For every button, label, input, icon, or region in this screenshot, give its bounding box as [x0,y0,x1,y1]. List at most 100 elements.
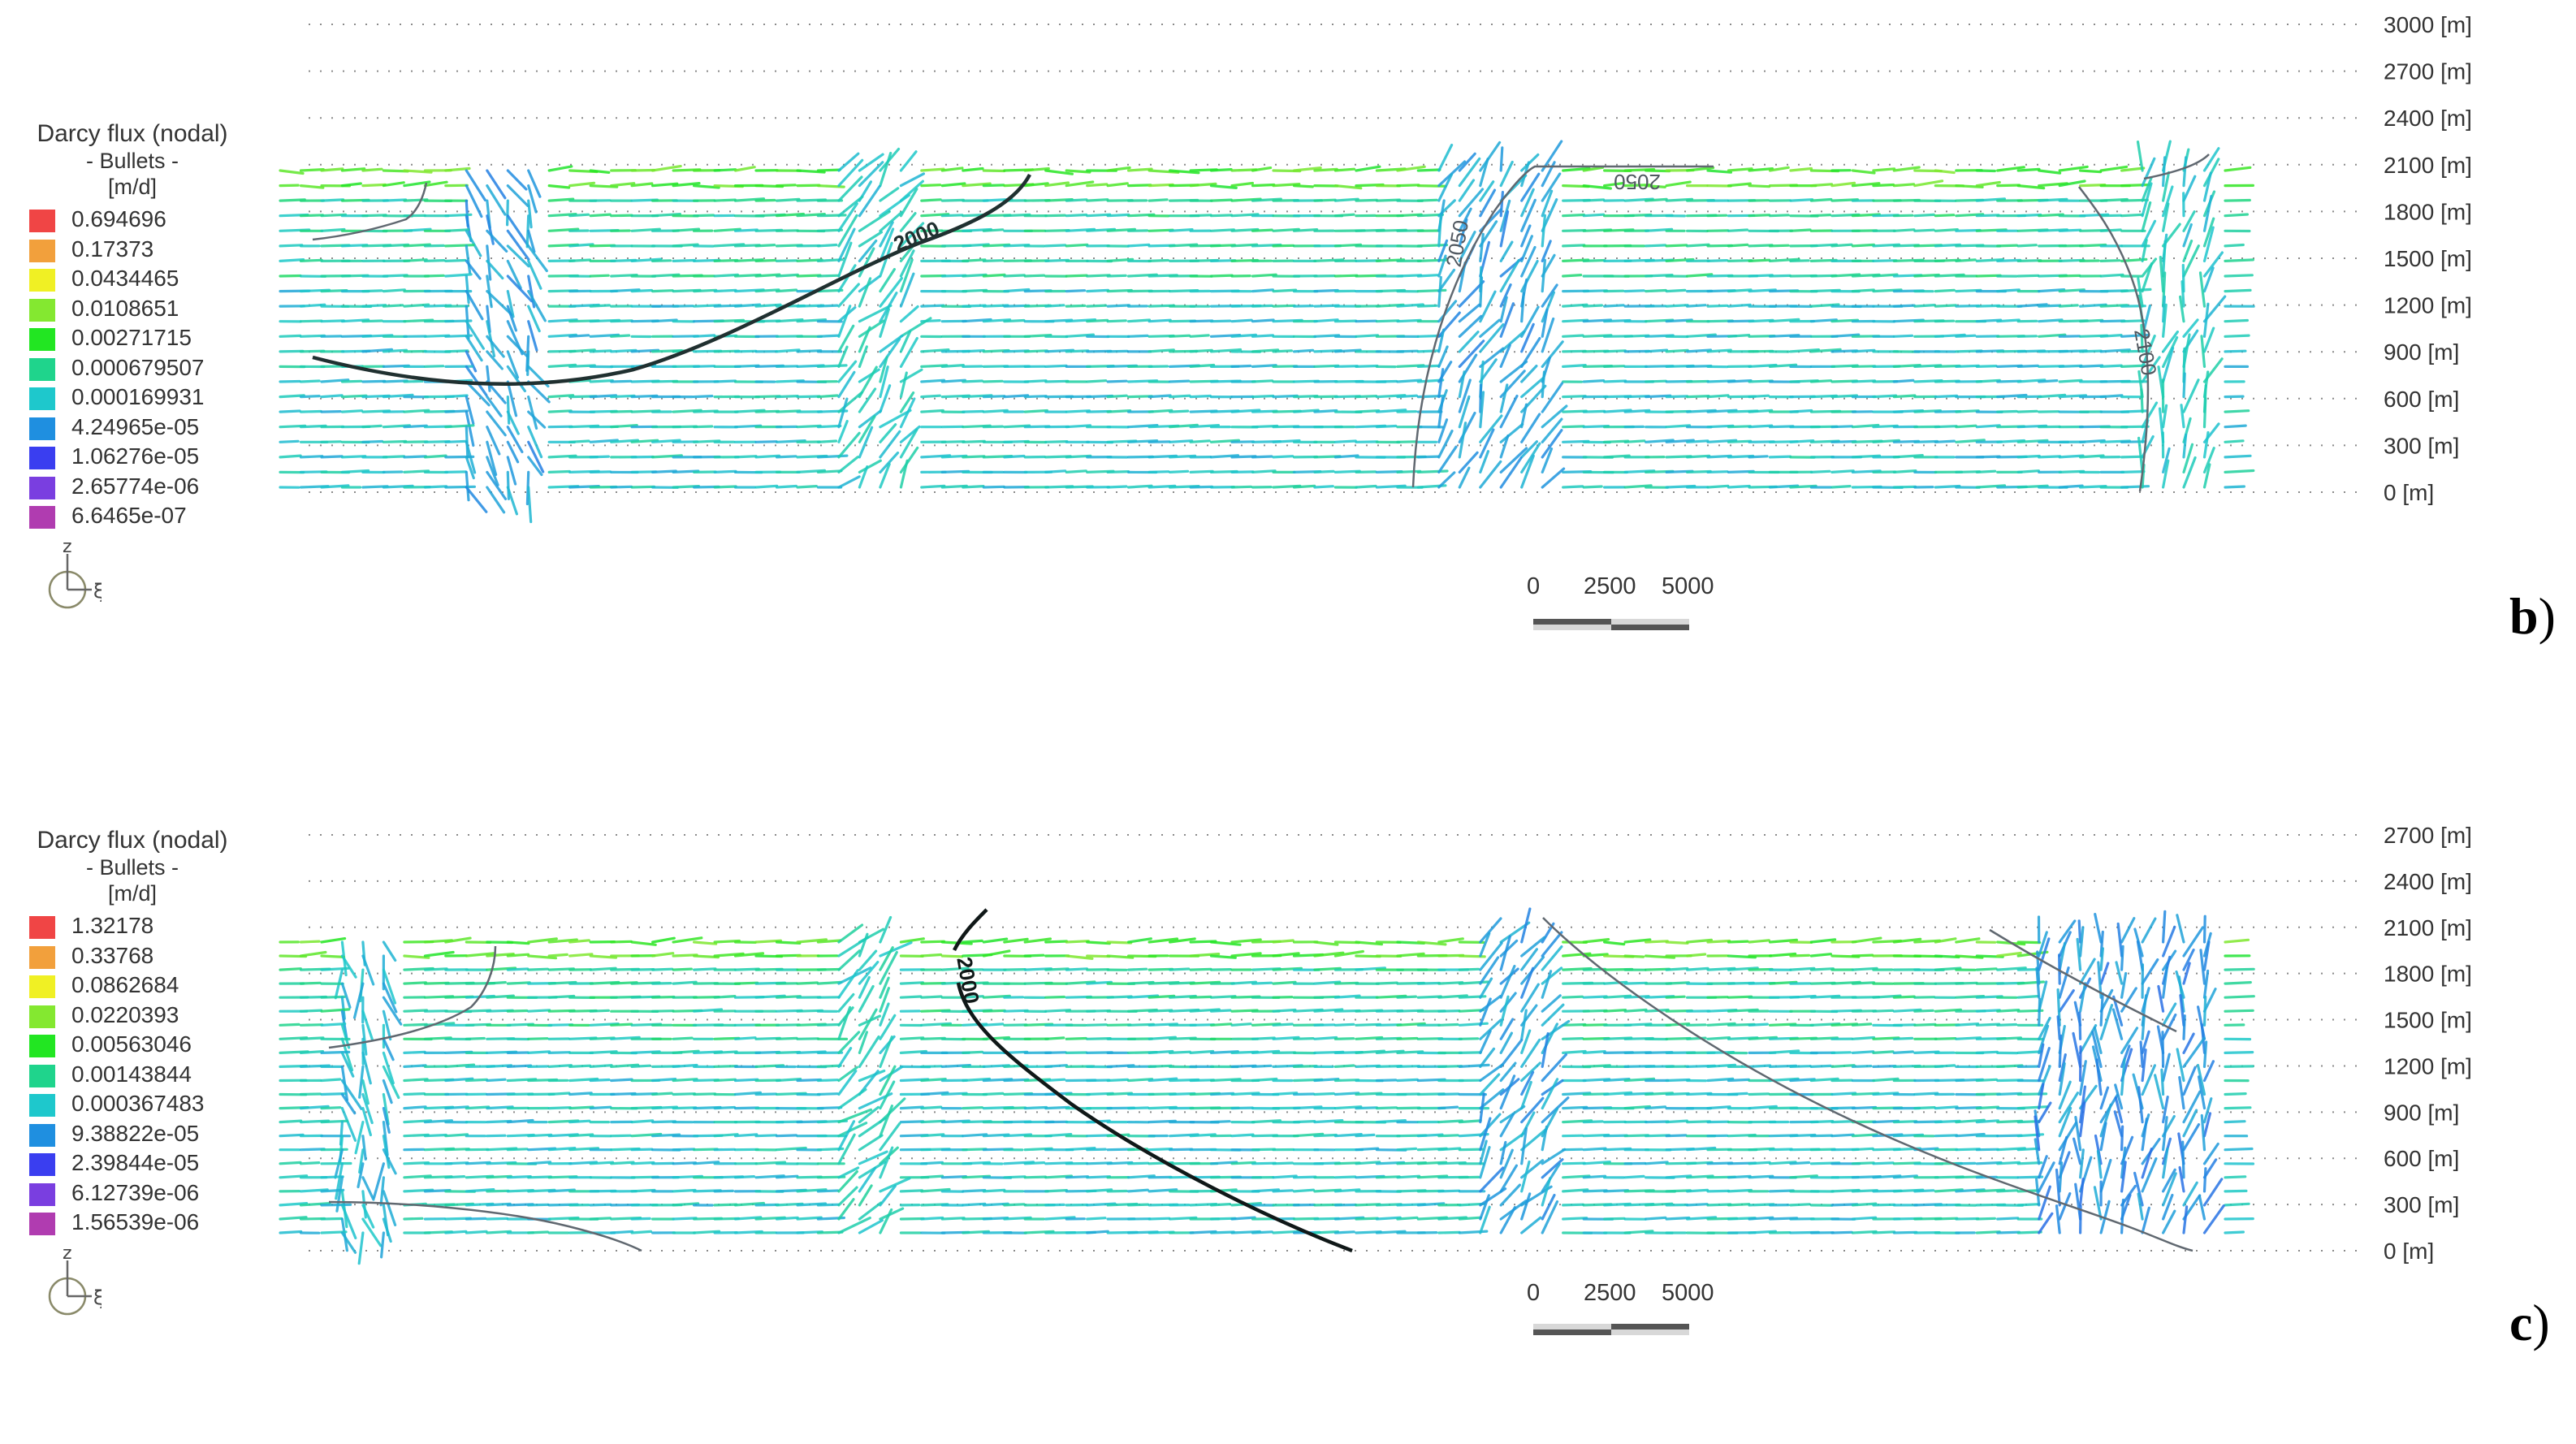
flux-vector [363,169,382,171]
legend-value: 2.39844e-05 [71,1148,199,1178]
flux-vector [1501,1143,1506,1164]
flux-vector [1749,245,1772,246]
flux-vector [963,169,983,171]
flux-vector [1729,305,1751,306]
legend-value: 4.24965e-05 [71,413,199,442]
flux-vector [342,184,361,186]
flux-vector [570,1135,593,1136]
flux-vector [653,261,671,262]
flux-vector [363,184,385,185]
flux-vector [529,1052,550,1053]
flux-vector [1563,396,1586,397]
flux-vector [2060,1035,2061,1066]
flux-vector [1356,1148,1378,1150]
flux-vector [466,276,469,303]
flux-vector [1935,321,1953,322]
flux-vector [2081,959,2095,984]
flux-vector [1356,200,1377,201]
flux-vector [1605,351,1626,352]
flux-vector [983,486,1004,487]
flux-vector [1439,1232,1459,1233]
flux-vector [1087,1080,1109,1081]
flux-vector [2184,246,2198,276]
flux-vector [301,321,322,322]
flux-vector [1791,441,1813,443]
flux-vector [508,1149,527,1150]
flux-vector [736,230,758,231]
flux-vector [2058,1017,2060,1040]
flux-vector [1977,380,1999,382]
flux-vector [1046,1066,1067,1067]
flux-vector [1605,1135,1627,1136]
flux-vector [446,351,468,352]
flux-vector [446,1177,465,1178]
legend-value: 0.00563046 [71,1030,192,1059]
flux-vector [2081,1150,2084,1178]
flux-vector [1439,278,1441,307]
flux-vector [404,1218,422,1219]
flux-vector [1005,1108,1026,1109]
flux-vector [404,1052,425,1053]
flux-vector [446,1231,466,1233]
flux-vector [1522,366,1537,382]
flux-vector [2202,336,2205,367]
flux-vector [2205,1169,2206,1191]
flux-vector [1356,1218,1377,1219]
flux-vector [1977,1149,1998,1150]
flux-vector [777,1176,797,1178]
flux-vector [736,1038,756,1040]
flux-vector [590,275,608,276]
flux-vector [1356,335,1378,337]
flux-vector [1005,970,1025,971]
flux-vector [922,955,941,957]
flux-vector [1398,1176,1420,1178]
flux-vector [301,983,321,984]
flux-vector [2225,351,2245,352]
flux-vector [673,1149,694,1150]
flux-vector [1170,230,1192,231]
flux-vector [487,231,507,251]
flux-vector [859,327,870,352]
flux-vector [1459,1121,1480,1122]
flux-vector [363,321,382,322]
flux-vector [590,305,609,306]
flux-vector [1480,234,1484,261]
flux-vector [1542,971,1550,997]
flux-vector [570,954,592,956]
flux-vector [1935,1135,1956,1136]
flux-vector [2205,253,2223,276]
flux-vector [1998,1218,2018,1219]
flux-vector [797,486,816,487]
flux-vector [983,1024,1002,1025]
flux-vector [1005,456,1024,457]
flux-vector [1501,148,1502,171]
flux-vector [1935,1107,1957,1109]
flux-vector [880,1082,894,1109]
flux-vector [2205,971,2208,998]
flux-vector [1542,419,1562,442]
flux-vector [1666,1080,1689,1081]
flux-vector [1170,335,1190,336]
flux-vector [1811,471,1830,472]
flux-vector [632,1149,652,1150]
legend-swatch [29,447,55,469]
flux-vector [1025,275,1044,276]
contour-line-west-bottom [329,1202,642,1251]
flux-vector [777,199,799,201]
flux-vector [1212,1204,1230,1205]
flux-vector [549,426,572,427]
flux-vector [1977,969,1996,970]
flux-vector [1398,351,1417,352]
flux-vector [2018,1148,2038,1149]
flux-vector [2225,1066,2253,1067]
flux-vector [1894,184,1913,186]
flux-vector [1087,956,1109,957]
flux-vector [2225,1204,2249,1205]
flux-vector [1584,1010,1606,1011]
flux-vector [1212,1010,1230,1011]
flux-vector [2138,142,2143,171]
flux-vector [2122,472,2144,473]
flux-vector [529,1039,547,1040]
flux-vector [1874,185,1894,186]
flux-vector [1232,472,1253,473]
